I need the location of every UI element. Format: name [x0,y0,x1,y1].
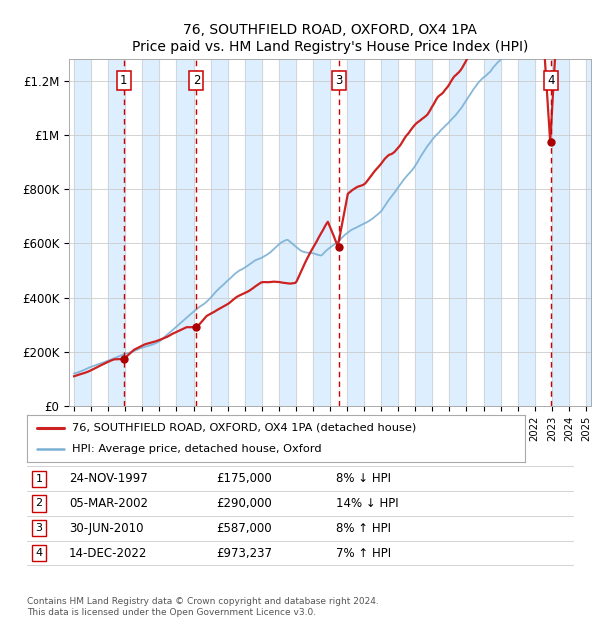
Text: £290,000: £290,000 [216,497,272,510]
Text: 7% ↑ HPI: 7% ↑ HPI [336,547,391,559]
Title: 76, SOUTHFIELD ROAD, OXFORD, OX4 1PA
Price paid vs. HM Land Registry's House Pri: 76, SOUTHFIELD ROAD, OXFORD, OX4 1PA Pri… [132,24,528,53]
Bar [415,59,433,406]
Text: 3: 3 [335,74,342,87]
Text: Contains HM Land Registry data © Crown copyright and database right 2024.
This d: Contains HM Land Registry data © Crown c… [27,598,379,617]
Bar [313,59,330,406]
Text: HPI: Average price, detached house, Oxford: HPI: Average price, detached house, Oxfo… [72,445,322,454]
Text: 1: 1 [35,474,43,484]
Bar [142,59,160,406]
Text: 2: 2 [193,74,200,87]
Bar [449,59,466,406]
Text: 05-MAR-2002: 05-MAR-2002 [69,497,148,510]
Text: 8% ↓ HPI: 8% ↓ HPI [336,472,391,485]
Text: 14-DEC-2022: 14-DEC-2022 [69,547,148,559]
Text: 14% ↓ HPI: 14% ↓ HPI [336,497,398,510]
Bar [211,59,227,406]
Text: £175,000: £175,000 [216,472,272,485]
Bar [586,59,600,406]
Text: 3: 3 [35,523,43,533]
Bar [279,59,296,406]
Bar [108,59,125,406]
Bar [552,59,569,406]
Text: £587,000: £587,000 [216,522,272,534]
Text: 4: 4 [547,74,554,87]
Bar [176,59,194,406]
Bar [74,59,91,406]
Text: £973,237: £973,237 [216,547,272,559]
Bar [347,59,364,406]
Text: 8% ↑ HPI: 8% ↑ HPI [336,522,391,534]
Text: 30-JUN-2010: 30-JUN-2010 [69,522,143,534]
Text: 2: 2 [35,498,43,508]
Text: 76, SOUTHFIELD ROAD, OXFORD, OX4 1PA (detached house): 76, SOUTHFIELD ROAD, OXFORD, OX4 1PA (de… [72,423,416,433]
Text: 24-NOV-1997: 24-NOV-1997 [69,472,148,485]
Bar [245,59,262,406]
Text: 4: 4 [35,548,43,558]
Bar [381,59,398,406]
Bar [484,59,500,406]
Bar [518,59,535,406]
Text: 1: 1 [120,74,127,87]
